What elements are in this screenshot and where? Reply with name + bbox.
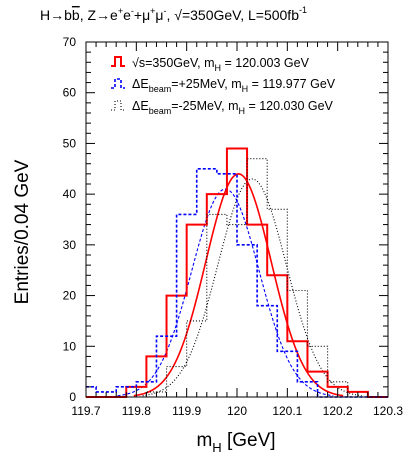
fit-curve-plus25 [117, 188, 334, 397]
legend-label-plus25: ΔEbeam=+25MeV, mH = 119.977 GeV [132, 77, 336, 94]
y-tick-label: 70 [63, 35, 77, 49]
x-tick-label: 119.7 [71, 404, 100, 418]
y-axis-title: Entries/0.04 GeV [12, 159, 33, 304]
ticks: 119.7 119.8 119.9 120 120.1 120.2 120.3 0 10 20 30… [63, 35, 404, 418]
chart-title: H→bb, Z→e+e-+μ+μ-, √=350GeV, L=500fb-1 [40, 5, 307, 23]
histogram-plus25 [86, 167, 388, 398]
y-tick-label: 30 [63, 238, 77, 252]
x-tick-label: 120.2 [323, 404, 353, 418]
y-tick-label: 60 [63, 86, 77, 100]
y-tick-label: 40 [63, 187, 77, 201]
legend-entry-minus25: ΔEbeam=-25MeV, mH = 120.030 GeV [111, 99, 334, 116]
plot-frame [85, 41, 389, 398]
y-tick-label: 20 [63, 289, 77, 303]
legend-label-nominal: √s=350GeV, mH = 120.003 GeV [132, 56, 310, 73]
y-tick-label: 50 [63, 136, 77, 150]
x-tick-label: 119.9 [172, 404, 201, 418]
histograms [86, 147, 388, 398]
y-tick-label: 0 [69, 390, 76, 404]
x-tick-label: 120.3 [373, 404, 403, 418]
legend-entry-nominal: √s=350GeV, mH = 120.003 GeV [111, 56, 310, 73]
x-axis-title: mH [GeV] [196, 430, 275, 455]
legend-swatch-minus25 [111, 100, 125, 111]
legend-swatch-plus25 [111, 78, 125, 89]
title-bbar: b [72, 7, 80, 23]
legend-label-minus25: ΔEbeam=-25MeV, mH = 120.030 GeV [132, 99, 334, 116]
legend: √s=350GeV, mH = 120.003 GeV ΔEbeam=+25Me… [111, 56, 336, 116]
y-tick-label: 10 [63, 339, 77, 353]
legend-entry-plus25: ΔEbeam=+25MeV, mH = 119.977 GeV [111, 77, 336, 94]
x-tick-label: 120 [227, 404, 247, 418]
fit-curves [117, 173, 362, 397]
histogram-minus25 [86, 158, 388, 398]
legend-swatch-nominal [111, 56, 125, 67]
axes [85, 41, 389, 398]
x-tick-label: 120.1 [272, 404, 302, 418]
fit-curve-minus25 [142, 178, 362, 397]
x-tick-label: 119.8 [122, 404, 151, 418]
fit-curve-nominal [133, 173, 344, 397]
